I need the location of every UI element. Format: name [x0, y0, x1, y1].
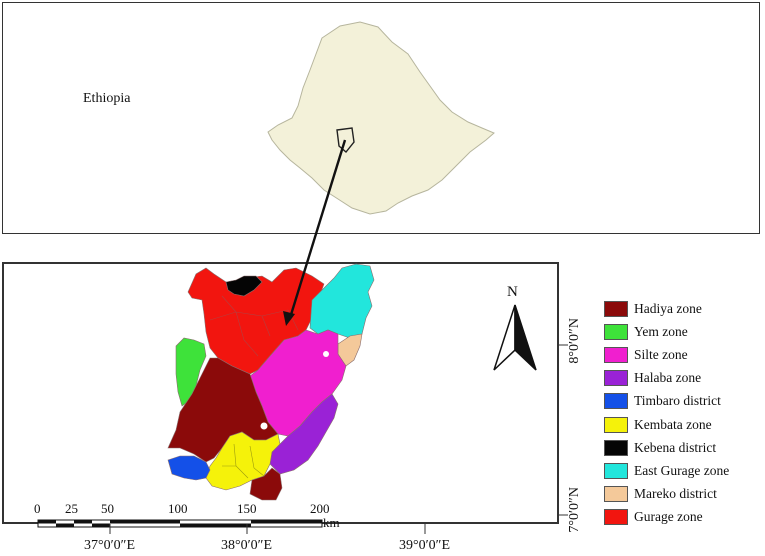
- ethiopia-label: Ethiopia: [83, 91, 131, 106]
- legend-label: Yem zone: [634, 323, 688, 339]
- legend-label: Mareko district: [634, 486, 717, 502]
- legend-item-yem: Yem zone: [604, 320, 764, 343]
- map-legend: Hadiya zone Yem zone Silte zone Halaba z…: [604, 297, 764, 529]
- scale-tick-25: 25: [65, 501, 78, 516]
- timbaro-district: [167, 455, 211, 481]
- legend-label: Kembata zone: [634, 416, 712, 432]
- scale-tick-50: 50: [101, 501, 114, 516]
- connector-arrow: [288, 139, 347, 319]
- longitude-label-39: 39°0′0″E: [399, 538, 451, 553]
- legend-item-kebena: Kebena district: [604, 436, 764, 459]
- scale-tick-200: 200: [310, 501, 330, 516]
- north-arrow-icon: [493, 304, 537, 371]
- legend-item-silte: Silte zone: [604, 343, 764, 366]
- legend-swatch: [604, 346, 628, 363]
- legend-label: East Gurage zone: [634, 462, 730, 478]
- scale-bar: [37, 519, 323, 528]
- north-label: N: [507, 284, 518, 300]
- longitude-label-37: 37°0′0″E: [84, 538, 136, 553]
- east-gurage-zone: [309, 263, 375, 339]
- longitude-label-38: 38°0′0″E: [221, 538, 273, 553]
- legend-label: Gurage zone: [634, 509, 703, 525]
- legend-item-timbaro: Timbaro district: [604, 390, 764, 413]
- connector-arrowhead: [283, 311, 295, 326]
- kebena-district: [225, 275, 263, 297]
- legend-item-hadiya: Hadiya zone: [604, 297, 764, 320]
- legend-label: Hadiya zone: [634, 300, 702, 316]
- legend-swatch: [604, 509, 628, 526]
- ethiopia-country-shape: [267, 21, 495, 215]
- latitude-label-7: 7°0′0″N: [567, 487, 582, 533]
- legend-item-east-gurage: East Gurage zone: [604, 459, 764, 482]
- study-area-marker: [336, 127, 355, 154]
- legend-swatch: [604, 416, 628, 433]
- legend-swatch: [604, 300, 628, 317]
- scale-tick-150: 150: [237, 501, 257, 516]
- legend-item-mareko: Mareko district: [604, 483, 764, 506]
- legend-swatch: [604, 439, 628, 456]
- legend-swatch: [604, 486, 628, 503]
- legend-item-kembata: Kembata zone: [604, 413, 764, 436]
- legend-swatch: [604, 370, 628, 387]
- zones: [167, 263, 375, 501]
- hadiya-zone-south: [249, 467, 283, 501]
- legend-label: Silte zone: [634, 346, 688, 362]
- legend-swatch: [604, 323, 628, 340]
- scale-unit: km: [323, 515, 340, 530]
- latitude-label-8: 8°0′0″N: [567, 318, 582, 364]
- legend-label: Kebena district: [634, 439, 717, 455]
- scale-tick-0: 0: [34, 501, 41, 516]
- legend-swatch: [604, 462, 628, 479]
- legend-item-halaba: Halaba zone: [604, 367, 764, 390]
- legend-swatch: [604, 393, 628, 410]
- scale-tick-100: 100: [168, 501, 188, 516]
- axis-ticks: [109, 344, 568, 534]
- legend-label: Timbaro district: [634, 393, 721, 409]
- legend-label: Halaba zone: [634, 370, 702, 386]
- legend-item-gurage: Gurage zone: [604, 506, 764, 529]
